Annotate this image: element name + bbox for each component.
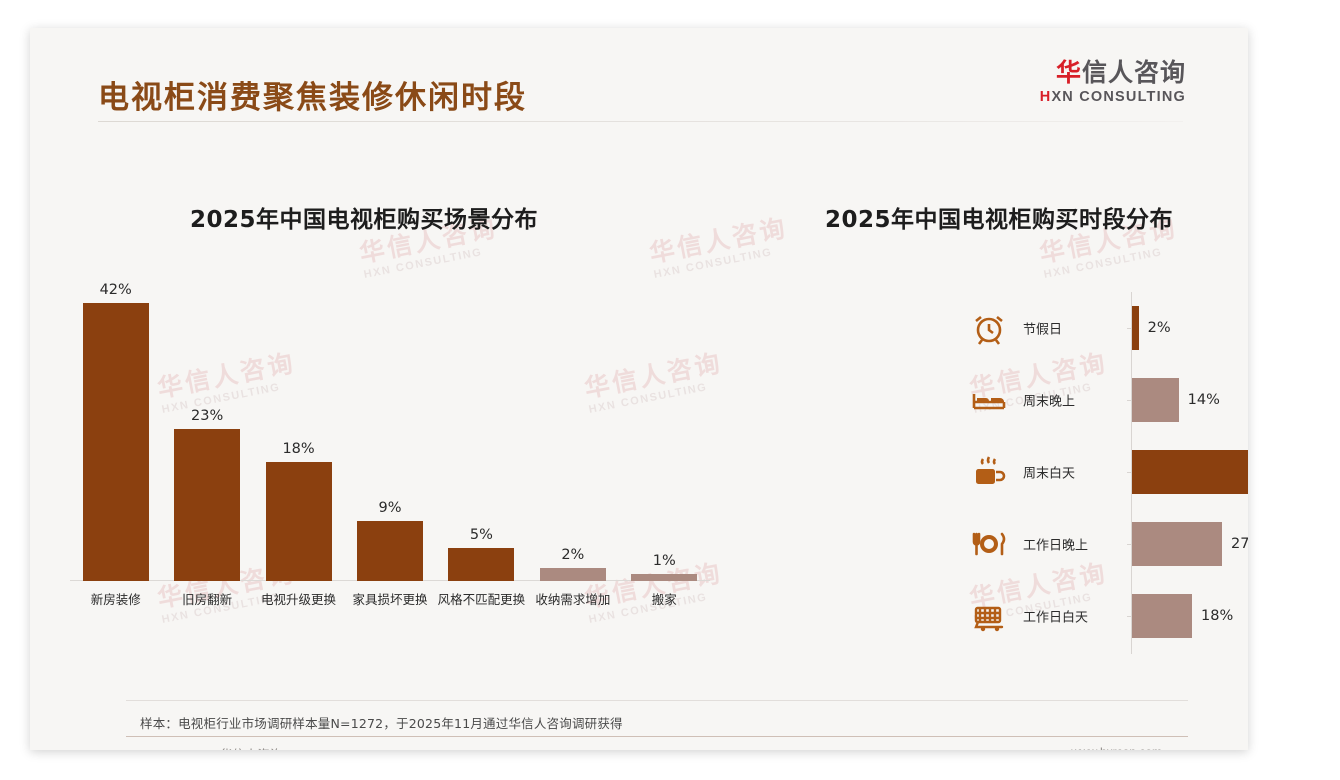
bar-fill[interactable] (1132, 306, 1139, 350)
bar-chart-axis (1131, 292, 1132, 654)
column-value-label: 42% (99, 281, 132, 298)
column-value-label: 2% (561, 546, 585, 563)
column-bar-group[interactable]: 5% (448, 526, 515, 581)
column-category-label: 旧房翻新 (182, 592, 233, 607)
column-bar[interactable] (357, 521, 423, 581)
column-bar[interactable] (448, 547, 515, 581)
column-bar-group[interactable]: 2% (539, 546, 606, 581)
column-value-label: 23% (191, 407, 224, 424)
logo-chinese-rest: 信人咨询 (1081, 58, 1186, 87)
watermark-cn: 华信人咨询 (647, 213, 791, 269)
column-category-label: 风格不匹配更换 (437, 592, 526, 607)
column-bar-group[interactable]: 23% (174, 407, 241, 581)
column-bar-group[interactable]: 42% (82, 281, 149, 581)
website-url: www.hxrcon.com (1071, 745, 1162, 750)
bed-icon (969, 380, 1009, 420)
column-category-label: 新房装修 (90, 592, 141, 607)
column-bar[interactable] (174, 428, 241, 581)
bar-chart-row[interactable]: 工作日白天 18% (935, 582, 1248, 650)
column-category-labels: 新房装修 旧房翻新 电视升级更换 家具损坏更换 风格不匹配更换 收纳需求增加 搬家 (70, 589, 710, 615)
column-category-label: 搬家 (651, 592, 677, 607)
bar-value-label: 14% (1187, 392, 1220, 408)
coffee-cup-icon (969, 452, 1009, 492)
bar-fill[interactable] (1132, 594, 1192, 638)
bar-category-label: 节假日 (1023, 322, 1063, 338)
column-category-label: 家具损坏更换 (352, 592, 428, 607)
bar-chart-row[interactable]: 周末晚上 14% (935, 366, 1248, 434)
sample-divider (126, 700, 1188, 701)
page-title: 电视柜消费聚焦装修休闲时段 (98, 80, 527, 116)
watermark-en: HXN CONSULTING (1042, 246, 1164, 281)
bar-category-label: 周末晚上 (1023, 394, 1076, 410)
shopping-cart-icon (969, 596, 1009, 636)
column-bar-group[interactable]: 9% (357, 500, 423, 581)
bar-axis-tick (1127, 328, 1132, 329)
column-value-label: 9% (378, 500, 402, 517)
bar-fill[interactable] (1132, 522, 1222, 566)
alarm-clock-icon (969, 308, 1009, 348)
watermark-text: 华信人咨询 HXN CONSULTING (647, 213, 792, 281)
bar-category-label: 工作日白天 (1023, 610, 1089, 626)
bar-value-label: 18% (1201, 608, 1234, 624)
logo-english-text: HXN CONSULTING (1040, 89, 1186, 105)
column-bar[interactable] (631, 574, 698, 581)
column-plot-area: 42% 23% 18% 9% 5% 2% 1% (70, 281, 710, 581)
bar-chart-row[interactable]: 工作日晚上 27% (935, 510, 1248, 578)
bar-chart-row[interactable]: 周末白天39% (935, 438, 1248, 506)
column-bar[interactable] (539, 567, 606, 581)
bar-fill[interactable] (1132, 450, 1248, 494)
bar-category-label: 周末白天 (1023, 466, 1076, 482)
column-value-label: 18% (282, 440, 315, 457)
logo-accent-char: 华 (1055, 58, 1082, 87)
bar-value-label: 27% (1231, 536, 1248, 552)
column-value-label: 5% (469, 526, 493, 543)
bar-fill[interactable] (1132, 378, 1179, 422)
column-category-label: 电视升级更换 (261, 592, 337, 607)
bar-axis-tick (1127, 472, 1132, 473)
footer-divider (126, 736, 1188, 737)
logo-en-rest: XN CONSULTING (1051, 89, 1186, 106)
chart-title-scenario: 2025年中国电视柜购买场景分布 (190, 207, 539, 233)
bar-chart-purchase-timeslot: 节假日 2% 周末晚上 14% 周末白天39% 工作日晚上 27% 工作日白天 18% (935, 286, 1248, 658)
bar-chart-row[interactable]: 节假日 2% (935, 294, 1248, 362)
sample-note: 样本：电视柜行业市场调研样本量N=1272，于2025年11月通过华信人咨询调研… (140, 716, 623, 731)
column-value-label: 1% (652, 553, 676, 570)
bar-axis-tick (1127, 400, 1132, 401)
watermark-en: HXN CONSULTING (362, 246, 484, 281)
slide-header: 电视柜消费聚焦装修休闲时段 华信人咨询 HXN CONSULTING (30, 28, 1248, 128)
column-bar[interactable] (82, 302, 149, 581)
company-logo: 华信人咨询 HXN CONSULTING (1040, 58, 1186, 105)
chart-title-timeslot: 2025年中国电视柜购买时段分布 (825, 207, 1174, 233)
watermark-en: HXN CONSULTING (652, 246, 774, 281)
bar-category-label: 工作日晚上 (1023, 538, 1089, 554)
title-divider (98, 121, 1183, 122)
column-chart-purchase-scenario: 42% 23% 18% 9% 5% 2% 1% 新房装修 旧房翻新 电视升级更换 家具损坏更换 风格… (48, 281, 718, 618)
copyright-text: ©2026.1 HXR华信人咨询 (133, 744, 282, 750)
bar-axis-tick (1127, 544, 1132, 545)
column-bar-group[interactable]: 18% (265, 440, 332, 581)
plate-cutlery-icon (969, 524, 1009, 564)
column-category-label: 收纳需求增加 (535, 592, 611, 607)
column-bar-group[interactable]: 1% (631, 553, 698, 581)
column-bar[interactable] (265, 461, 332, 581)
slide-canvas: 华信人咨询 HXN CONSULTING 华信人咨询 HXN CONSULTING 华信… (30, 28, 1248, 750)
logo-en-accent: H (1039, 89, 1052, 106)
logo-chinese-text: 华信人咨询 (1040, 58, 1186, 87)
bar-axis-tick (1127, 616, 1132, 617)
bar-value-label: 2% (1147, 320, 1171, 336)
